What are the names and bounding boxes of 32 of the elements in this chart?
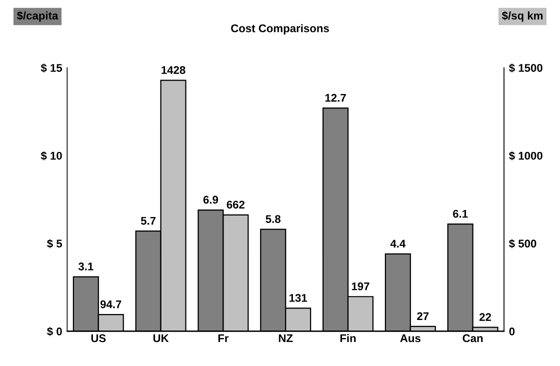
data-label: 3.1 — [78, 262, 94, 270]
x-tick-label: Can — [462, 334, 483, 342]
y2-tick-label: 0 — [509, 327, 515, 336]
y2-tick-label: $ 1000 — [509, 151, 542, 160]
chart-title: Cost Comparisons — [231, 24, 329, 34]
y2-tick-label: $ 1500 — [509, 63, 542, 73]
y-tick-label: $ 10 — [40, 151, 62, 160]
x-tick-label: US — [91, 334, 106, 342]
y2-tick-label: $ 500 — [509, 239, 536, 248]
y2-axis-title: $/sq km — [502, 11, 543, 22]
x-tick-label: UK — [153, 334, 169, 342]
data-label: 5.8 — [266, 215, 281, 223]
data-label: 6.9 — [203, 196, 218, 204]
data-label: 197 — [352, 282, 370, 290]
data-label: 131 — [290, 294, 308, 302]
data-label: 12.7 — [325, 94, 346, 102]
x-tick-label: NZ — [278, 334, 293, 342]
data-label: 94.7 — [100, 300, 122, 308]
x-tick-label: Fr — [218, 334, 229, 342]
y-tick-label: $ 5 — [47, 239, 62, 248]
data-label: 1428 — [162, 66, 186, 74]
data-label: 27 — [417, 312, 429, 320]
data-label: 4.4 — [390, 240, 406, 248]
y-tick-label: $ 15 — [40, 63, 62, 73]
x-tick-label: Fin — [340, 334, 356, 342]
data-label: 662 — [226, 200, 245, 209]
y-tick-label: $ 0 — [47, 327, 62, 336]
y-axis-title: $/capita — [16, 11, 58, 22]
data-label: 5.7 — [140, 216, 156, 225]
x-tick-label: Aus — [400, 334, 420, 342]
data-label: 22 — [479, 313, 492, 321]
data-label: 6.1 — [453, 210, 468, 218]
